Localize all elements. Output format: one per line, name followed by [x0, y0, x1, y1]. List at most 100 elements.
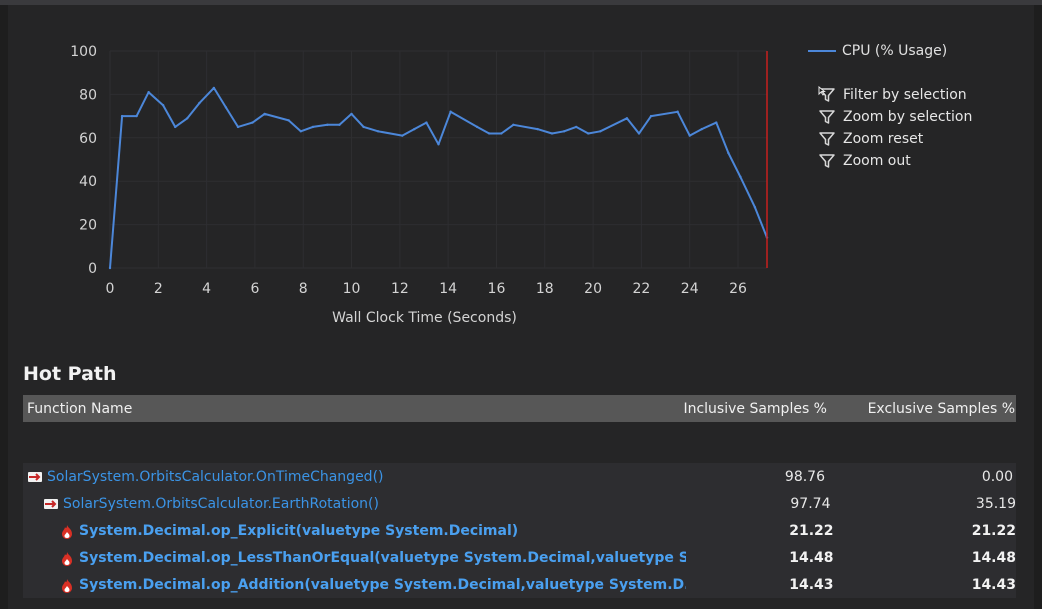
data-point	[512, 123, 515, 126]
exclusive-samples-cell: 0.00	[981, 468, 1013, 485]
action-zoom-out[interactable]: Zoom out	[808, 150, 1028, 172]
y-tick-label: 80	[79, 87, 97, 103]
data-point	[198, 101, 201, 105]
y-tick-label: 20	[79, 218, 97, 234]
funnel-icon	[818, 130, 836, 148]
funnel-icon	[818, 108, 836, 126]
y-tick-label: 40	[79, 174, 97, 190]
function-name-cell: System.Decimal.op_Addition(valuetype Sys…	[23, 577, 686, 593]
function-link[interactable]: System.Decimal.op_Addition(valuetype Sys…	[79, 576, 686, 593]
table-row[interactable]: System.Decimal.op_LessThanOrEqual(valuet…	[23, 544, 1016, 571]
column-header-inclusive[interactable]: Inclusive Samples %	[683, 400, 827, 417]
data-point	[727, 151, 730, 155]
action-label: Zoom by selection	[843, 109, 973, 125]
table-row[interactable]: System.Decimal.op_Explicit(valuetype Sys…	[23, 517, 1016, 544]
x-tick-label: 4	[202, 281, 211, 297]
table-row[interactable]: SolarSystem.OrbitsCalculator.EarthRotati…	[23, 490, 1016, 517]
data-point	[488, 132, 491, 135]
data-point	[299, 130, 303, 133]
data-point	[700, 127, 703, 131]
action-zoom-by-selection[interactable]: Zoom by selection	[808, 106, 1028, 128]
data-point	[437, 143, 440, 146]
data-point	[161, 104, 165, 107]
action-zoom-reset[interactable]: Zoom reset	[808, 128, 1028, 150]
legend-item-cpu: CPU (% Usage)	[808, 40, 1028, 62]
data-point	[120, 114, 124, 118]
table-body: SolarSystem.OrbitsCalculator.OnTimeChang…	[23, 463, 1016, 598]
data-point	[263, 112, 266, 116]
hot-path-table: Function Name Inclusive Samples % Exclus…	[23, 395, 1016, 598]
data-point	[350, 112, 353, 116]
action-label: Filter by selection	[843, 87, 967, 103]
y-tick-label: 100	[70, 44, 97, 60]
table-header: Function Name Inclusive Samples % Exclus…	[23, 395, 1016, 422]
chart-legend: CPU (% Usage) Filter by selection Zoom by…	[808, 40, 1028, 172]
x-axis-label: Wall Clock Time (Seconds)	[332, 310, 517, 326]
data-point	[186, 117, 189, 120]
data-point	[753, 206, 757, 209]
data-point	[401, 134, 404, 137]
data-point	[224, 106, 228, 109]
function-link[interactable]: SolarSystem.OrbitsCalculator.EarthRotati…	[63, 495, 379, 512]
data-point	[637, 132, 641, 135]
data-point	[625, 117, 629, 120]
flame-icon	[59, 551, 75, 566]
data-point	[550, 132, 554, 135]
legend-label: CPU (% Usage)	[842, 43, 948, 59]
data-point	[287, 119, 290, 122]
function-link[interactable]: SolarSystem.OrbitsCalculator.OnTimeChang…	[47, 468, 384, 485]
x-tick-label: 2	[154, 281, 163, 297]
data-point	[326, 123, 329, 126]
function-name-cell: SolarSystem.OrbitsCalculator.EarthRotati…	[23, 496, 680, 512]
action-filter-by-selection[interactable]: Filter by selection	[808, 84, 1028, 106]
data-point	[449, 110, 452, 113]
data-point	[676, 110, 679, 113]
data-point	[739, 175, 742, 179]
data-point	[715, 121, 718, 124]
function-name-cell: System.Decimal.op_Explicit(valuetype Sys…	[23, 523, 686, 539]
data-point	[562, 130, 566, 133]
x-tick-label: 10	[343, 281, 361, 297]
x-tick-label: 16	[488, 281, 506, 297]
x-tick-label: 14	[439, 281, 457, 297]
inclusive-samples-cell: 98.76	[784, 468, 825, 485]
x-tick-label: 18	[536, 281, 554, 297]
column-header-exclusive[interactable]: Exclusive Samples %	[867, 400, 1015, 417]
exclusive-samples-cell: 14.48	[971, 549, 1016, 566]
function-name-cell: SolarSystem.OrbitsCalculator.OnTimeChang…	[23, 469, 673, 485]
table-row[interactable]: SolarSystem.OrbitsCalculator.OnTimeChang…	[23, 463, 1016, 490]
funnel-icon	[818, 152, 836, 170]
function-link[interactable]: System.Decimal.op_Explicit(valuetype Sys…	[79, 522, 519, 539]
x-tick-label: 26	[729, 281, 747, 297]
inclusive-samples-cell: 97.74	[790, 495, 831, 512]
data-point	[649, 114, 653, 118]
exclusive-samples-cell: 14.43	[971, 576, 1016, 593]
x-tick-label: 12	[391, 281, 409, 297]
data-point	[174, 125, 177, 129]
data-point	[500, 132, 503, 135]
data-point	[688, 134, 691, 137]
data-point	[425, 121, 428, 124]
data-point	[147, 91, 150, 94]
hot-path-arrow-icon	[27, 470, 43, 484]
function-link[interactable]: System.Decimal.op_LessThanOrEqual(valuet…	[79, 549, 686, 566]
data-point	[587, 132, 590, 135]
x-tick-label: 8	[299, 281, 308, 297]
x-tick-label: 20	[584, 281, 602, 297]
data-point	[413, 127, 416, 131]
inclusive-samples-cell: 14.48	[789, 549, 834, 566]
inclusive-samples-cell: 21.22	[789, 522, 834, 539]
flame-icon	[59, 524, 75, 539]
table-spacer	[23, 422, 1016, 463]
data-point	[251, 121, 254, 124]
flame-icon	[59, 578, 75, 593]
column-header-function-name[interactable]: Function Name	[27, 400, 133, 417]
exclusive-samples-cell: 35.19	[975, 495, 1016, 512]
data-point	[376, 130, 380, 133]
data-point	[338, 123, 341, 126]
y-tick-label: 0	[88, 261, 97, 277]
hot-path-arrow-icon	[43, 497, 59, 511]
data-point	[574, 125, 578, 129]
table-row[interactable]: System.Decimal.op_Addition(valuetype Sys…	[23, 571, 1016, 598]
